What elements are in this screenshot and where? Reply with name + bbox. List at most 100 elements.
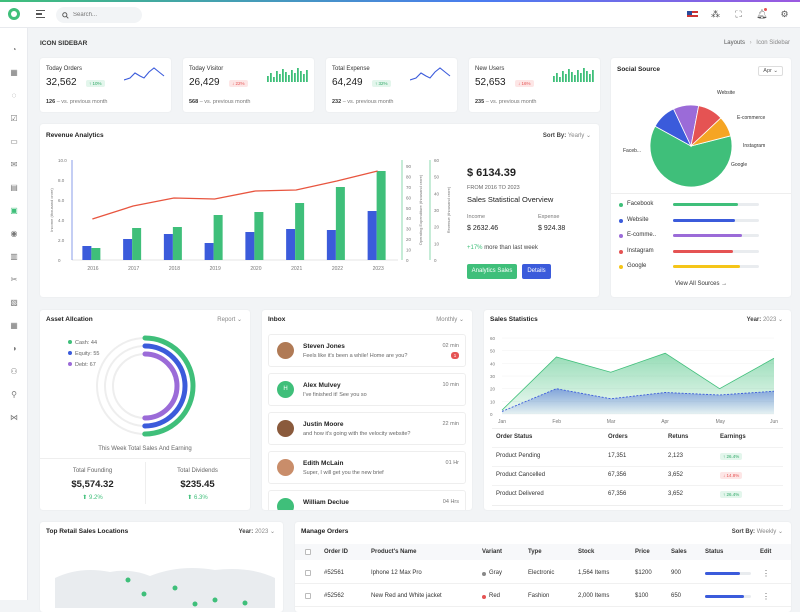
- layout-icon[interactable]: ▣: [10, 206, 18, 215]
- select-all-checkbox[interactable]: [305, 549, 311, 555]
- table-cell: 67,356: [608, 472, 627, 478]
- settings-gear-icon[interactable]: ⚙: [780, 9, 789, 19]
- people-icon[interactable]: ⚇: [10, 367, 18, 376]
- row-divider: [492, 466, 783, 467]
- locations-year-select[interactable]: Year: 2023 ⌄: [239, 528, 275, 535]
- sales-title: Sales Statistics: [490, 316, 538, 323]
- table-cell: 900: [671, 570, 682, 576]
- spark-bar: [553, 76, 555, 82]
- inbox-message[interactable]: Justin Moore and how it's going with the …: [268, 412, 466, 445]
- chevron-down-icon: ⌄: [269, 529, 275, 535]
- sales-statistics-card: Sales Statistics Year: 2023 ⌄ 0 10 20 30 40 5…: [484, 310, 791, 510]
- avatar: [277, 498, 294, 510]
- table-header: Order ID: [324, 549, 349, 555]
- stat-label: New Users: [475, 66, 505, 72]
- social-item-label: E-comme..: [627, 232, 657, 238]
- asset-caption: This Week Total Sales And Earning: [98, 446, 192, 452]
- breadcrumb-item[interactable]: Layouts: [723, 40, 745, 46]
- share-icon[interactable]: ⋈: [10, 413, 18, 422]
- earnings-badge: ↑ 26.4%: [720, 453, 743, 460]
- variant-color-dot: [482, 594, 486, 599]
- social-month-select[interactable]: Apr ⌄: [758, 66, 783, 76]
- location-marker: [192, 601, 198, 607]
- bar-series-1: [367, 211, 377, 260]
- tools-icon[interactable]: ✂: [10, 275, 18, 284]
- search-input[interactable]: [73, 12, 133, 18]
- bar-series-2: [132, 228, 142, 260]
- legend-dot: [68, 362, 72, 366]
- invoice-icon[interactable]: ▧: [10, 298, 18, 307]
- revenue-sort[interactable]: Sort By: Yearly ⌄: [543, 132, 591, 139]
- user-icon[interactable]: ◉: [10, 229, 18, 238]
- analytics-sales-button[interactable]: Analytics Sales: [467, 264, 517, 279]
- top-bar: ⁂ ⛶ 🔔︎ ⚙: [0, 2, 800, 28]
- chart-pie-icon[interactable]: ◑: [11, 344, 17, 353]
- spark-bar: [285, 72, 287, 82]
- message-time: 22 min: [442, 421, 459, 427]
- line-series-1: [501, 352, 775, 411]
- select-value: Weekly: [756, 529, 777, 535]
- tick-label: 80: [406, 174, 412, 179]
- mail-icon[interactable]: ✉: [10, 160, 18, 169]
- map-pin-icon[interactable]: ⚲: [11, 390, 17, 399]
- calendar-icon[interactable]: ▦: [10, 68, 18, 77]
- spark-bar: [571, 72, 573, 82]
- asset-report-select[interactable]: Report ⌄: [217, 316, 242, 323]
- select-value: 2023: [762, 317, 777, 323]
- inbox-period-select[interactable]: Monthly ⌄: [436, 316, 464, 323]
- notification-bell-icon[interactable]: 🔔︎: [756, 8, 768, 19]
- table-header: Price: [635, 549, 650, 555]
- social-progress-bar: [673, 203, 759, 206]
- language-flag-icon[interactable]: [687, 10, 698, 19]
- logo[interactable]: [8, 8, 20, 20]
- row-checkbox[interactable]: [305, 593, 311, 599]
- legend-label: Equity: 55: [75, 351, 99, 357]
- fullscreen-icon[interactable]: ⛶: [735, 9, 742, 19]
- table-cell: 67,356: [608, 491, 627, 497]
- details-button[interactable]: Details: [522, 264, 551, 279]
- location-marker: [125, 577, 131, 583]
- dashboard-icon[interactable]: ◔: [11, 45, 17, 54]
- tick-label: 6.0: [58, 198, 65, 203]
- table-icon[interactable]: ▦: [10, 321, 18, 330]
- view-all-sources-link[interactable]: View All Sources →: [674, 281, 728, 287]
- revenue-amount: $ 6134.39: [467, 167, 516, 179]
- inbox-message[interactable]: H Alex Mulvey I've finished it! See you so…: [268, 373, 466, 406]
- sales-year-select[interactable]: Year: 2023 ⌄: [747, 316, 783, 323]
- more-options-icon[interactable]: ⋮: [762, 569, 770, 578]
- tick-label: 20: [434, 225, 440, 230]
- chat-icon[interactable]: ◌: [11, 91, 17, 100]
- file-icon[interactable]: ▤: [10, 183, 18, 192]
- inbox-message[interactable]: William Declue 04 Hrs: [268, 490, 466, 510]
- orders-sort-select[interactable]: Sort By: Weekly ⌄: [732, 528, 783, 535]
- social-item-label: Instagram: [627, 247, 654, 254]
- bar-series-1: [123, 239, 133, 260]
- line-series-3: [92, 170, 378, 220]
- spark-bar: [267, 76, 269, 82]
- forms-icon[interactable]: ▥: [10, 252, 18, 261]
- select-value: Monthly: [436, 317, 458, 323]
- tasks-icon[interactable]: ☑: [10, 114, 18, 123]
- spark-bar: [303, 74, 305, 82]
- table-header: Retuns: [668, 434, 689, 440]
- pie-label: Website: [717, 90, 735, 96]
- footer-value: 232: [332, 99, 342, 105]
- bar-series-2: [172, 227, 182, 260]
- sparkline: [267, 68, 308, 82]
- legend-label: Cash: 44: [75, 340, 97, 346]
- apps-grid-icon[interactable]: ⁂: [711, 9, 720, 19]
- more-options-icon[interactable]: ⋮: [762, 592, 770, 601]
- icon-sidebar: ◔ ▦ ◌ ☑ ▭ ✉ ▤ ▣ ◉ ▥ ✂ ▧ ▦ ◑ ⚇ ⚲ ⋈: [0, 28, 28, 600]
- search-box[interactable]: [56, 7, 142, 23]
- inbox-message[interactable]: Edith McLain Super, I will get you the ne…: [268, 451, 466, 484]
- menu-toggle-icon[interactable]: [36, 10, 45, 18]
- inbox-message[interactable]: Steven Jones Feels like it's been a while…: [268, 334, 466, 367]
- message-preview: I've finished it! See you so: [303, 392, 367, 398]
- sender-name: Edith McLain: [303, 460, 344, 467]
- row-checkbox[interactable]: [305, 570, 311, 576]
- stat-card: Total Expense 64,249 ↑ 32% 232 – vs. previo…: [326, 58, 457, 112]
- bar-series-2: [213, 215, 223, 260]
- projects-icon[interactable]: ▭: [10, 137, 18, 146]
- social-item-label: Google: [627, 263, 647, 269]
- chevron-down-icon: ⌄: [236, 317, 242, 323]
